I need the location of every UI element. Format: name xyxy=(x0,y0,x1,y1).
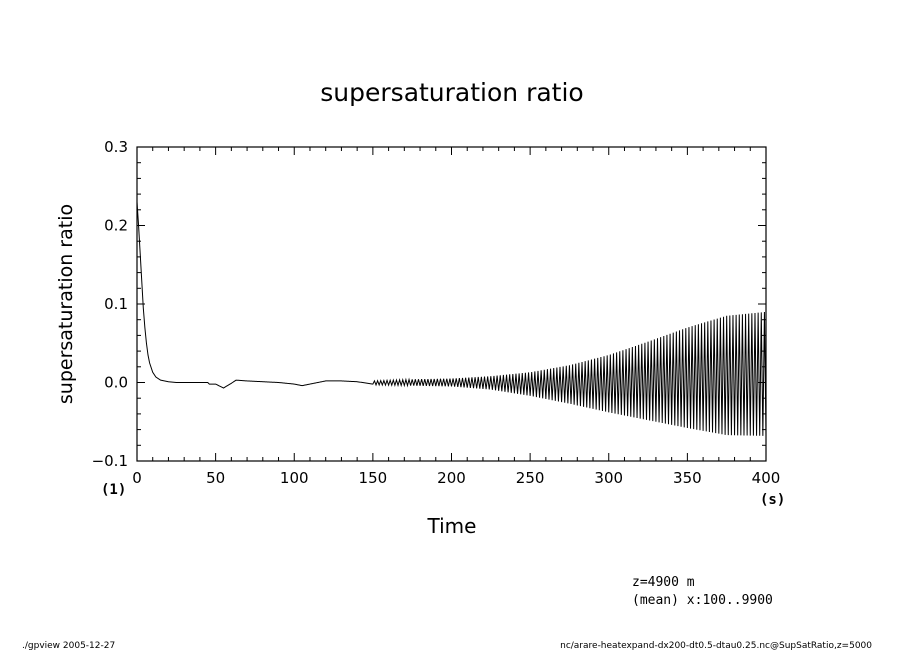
y-unit-label: (1) xyxy=(101,482,127,498)
series-line xyxy=(136,201,767,436)
x-tick-label: 50 xyxy=(206,469,225,487)
y-tick-label: 0.0 xyxy=(104,374,128,392)
x-tick-label: 150 xyxy=(359,469,388,487)
x-tick-label: 0 xyxy=(132,469,142,487)
annotation-mean: (mean) x:100..9900 xyxy=(632,593,773,608)
plot-frame xyxy=(136,146,767,462)
x-tick-label: 250 xyxy=(516,469,545,487)
y-tick-label: 0.2 xyxy=(104,217,128,235)
x-axis-label: Time xyxy=(427,514,477,538)
x-unit-label: (s) xyxy=(760,492,786,508)
y-tick-label: 0.1 xyxy=(104,295,128,313)
x-tick-label: 200 xyxy=(437,469,466,487)
x-tick-label: 300 xyxy=(594,469,623,487)
tick-labels: 0 50 100 150 200 250 300 350 400 −0.1 0.0 0.1 0.2 0.3 xyxy=(92,138,781,487)
footer-right: nc/arare-heatexpand-dx200-dt0.5-dtau0.25… xyxy=(560,641,872,651)
x-tick-label: 350 xyxy=(673,469,702,487)
footer-left: ./gpview 2005-12-27 xyxy=(22,641,116,651)
chart-title: supersaturation ratio xyxy=(320,78,584,107)
y-tick-label: −0.1 xyxy=(92,452,128,470)
x-tick-label: 400 xyxy=(752,469,781,487)
x-tick-label: 100 xyxy=(280,469,309,487)
y-axis-label: supersaturation ratio xyxy=(55,203,77,405)
annotation-z: z=4900 m xyxy=(632,575,695,590)
y-tick-label: 0.3 xyxy=(104,138,128,156)
